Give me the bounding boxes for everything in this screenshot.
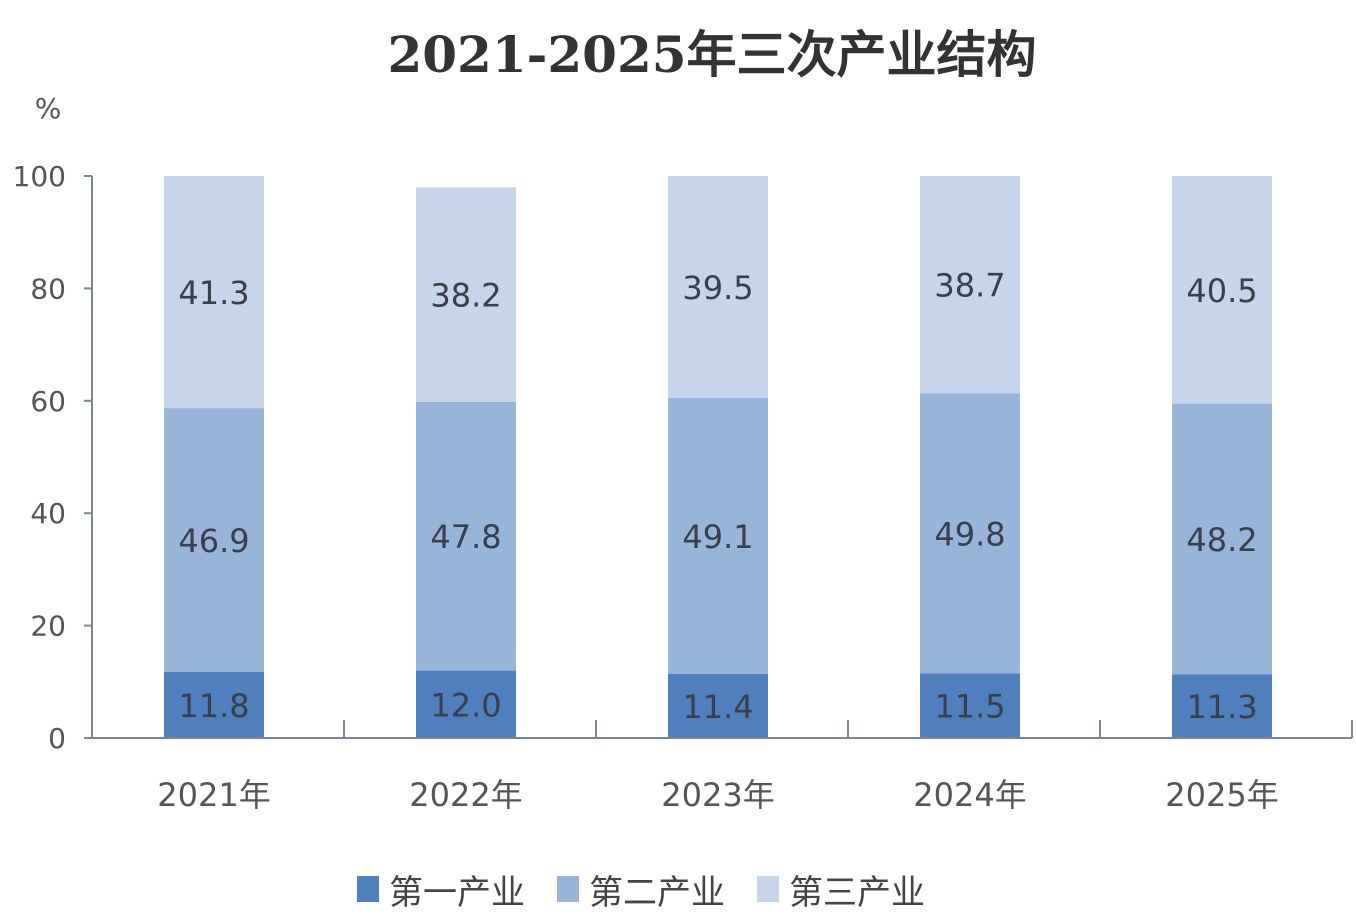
chart-title: 2021-2025年三次产业结构 xyxy=(387,25,1036,84)
y-tick-label: 100 xyxy=(13,160,66,193)
bar-segment-series-3 xyxy=(668,176,768,398)
bar-segment-series-3 xyxy=(1172,176,1272,404)
bar-segment-series-2 xyxy=(920,393,1020,674)
data-label: 38.7 xyxy=(934,267,1005,305)
x-tick-label: 2024年 xyxy=(913,776,1026,814)
bars-group: 11.8 46.9 41.3 12.0 47.8 38.2 11.4 49.1 39.5 11.5… xyxy=(164,176,1272,738)
data-label: 11.8 xyxy=(178,687,249,725)
y-axis: 0 20 40 60 80 100 xyxy=(13,160,93,755)
legend-swatch xyxy=(357,876,379,902)
bar-segment-series-3 xyxy=(416,187,516,402)
y-axis-unit-label: % xyxy=(35,92,62,125)
y-tick-label: 20 xyxy=(30,610,66,643)
legend: 第一产业 第二产业 第三产业 xyxy=(357,873,925,913)
y-tick-label: 80 xyxy=(30,272,66,305)
data-label: 49.8 xyxy=(934,515,1005,553)
legend-label: 第一产业 xyxy=(389,873,525,913)
data-label: 46.9 xyxy=(178,522,249,560)
bar-segment-series-2 xyxy=(1172,403,1272,675)
x-tick-label: 2025年 xyxy=(1165,776,1278,814)
x-axis: 2021年 2022年 2023年 2024年 2025年 xyxy=(92,720,1353,814)
x-tick-label: 2021年 xyxy=(157,776,270,814)
data-label: 12.0 xyxy=(430,686,501,724)
y-tick-label: 40 xyxy=(30,497,66,530)
data-label: 11.3 xyxy=(1186,688,1257,726)
x-tick-label: 2022年 xyxy=(409,776,522,814)
bar-segment-series-1 xyxy=(416,670,516,738)
data-label: 39.5 xyxy=(682,269,753,307)
y-tick-label: 0 xyxy=(48,722,66,755)
data-label: 47.8 xyxy=(430,518,501,556)
data-label: 40.5 xyxy=(1186,272,1257,310)
legend-swatch xyxy=(757,876,779,902)
bar-segment-series-3 xyxy=(164,176,264,409)
data-label: 38.2 xyxy=(430,277,501,315)
bar-segment-series-1 xyxy=(1172,674,1272,738)
y-tick-label: 60 xyxy=(30,385,66,418)
legend-label: 第二产业 xyxy=(589,873,725,913)
data-label: 41.3 xyxy=(178,274,249,312)
bar-segment-series-1 xyxy=(668,673,768,738)
data-label: 11.5 xyxy=(934,688,1005,726)
legend-swatch xyxy=(557,876,579,902)
bar-segment-series-1 xyxy=(920,673,1020,738)
bar-segment-series-1 xyxy=(164,671,264,738)
bar-segment-series-2 xyxy=(668,397,768,674)
bar-segment-series-2 xyxy=(416,401,516,671)
bar-segment-series-2 xyxy=(164,408,264,672)
legend-label: 第三产业 xyxy=(789,873,925,913)
data-label: 48.2 xyxy=(1186,521,1257,559)
x-tick-label: 2023年 xyxy=(661,776,774,814)
data-label: 49.1 xyxy=(682,518,753,556)
bar-segment-series-3 xyxy=(920,176,1020,394)
data-label: 11.4 xyxy=(682,688,753,726)
